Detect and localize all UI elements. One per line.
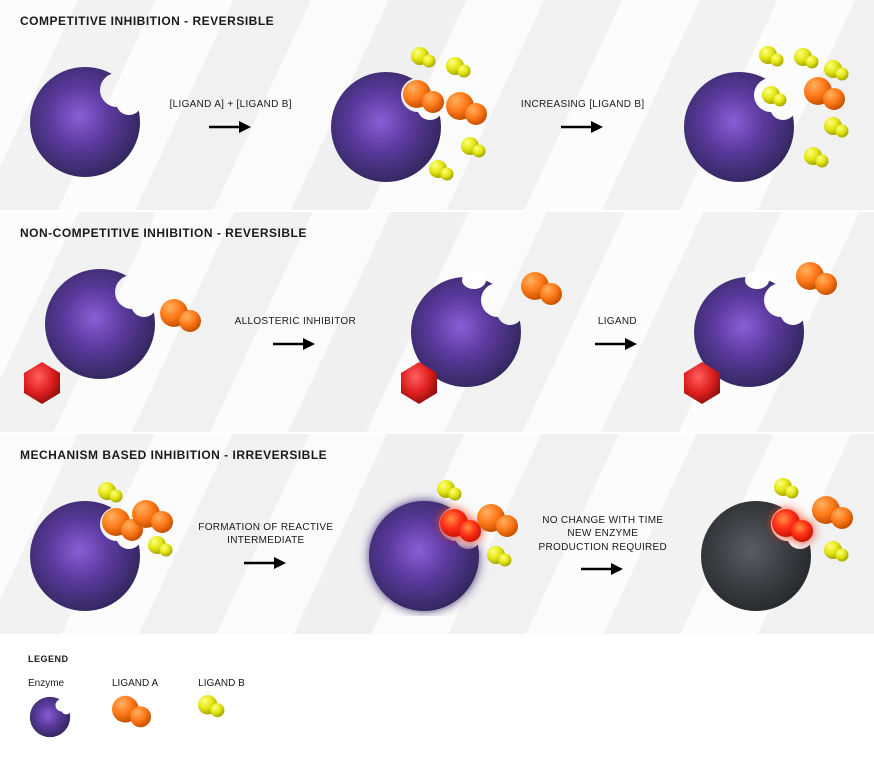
step-label: INCREASING [LIGAND B] bbox=[521, 98, 645, 112]
legend-item-enzyme: Enzyme bbox=[28, 678, 72, 739]
enzyme-ligandb-bound-icon bbox=[664, 42, 854, 192]
stage-3 bbox=[684, 476, 854, 616]
enzyme-allosteric-icon bbox=[20, 254, 210, 414]
step-label: NO CHANGE WITH TIMENEW ENZYME PRODUCTION… bbox=[532, 514, 674, 555]
enzyme-with-ligands-icon bbox=[311, 42, 501, 192]
legend-label: LIGAND B bbox=[198, 678, 245, 689]
enzyme-icon bbox=[20, 52, 150, 182]
panel-title: COMPETITIVE INHIBITION - REVERSIBLE bbox=[20, 14, 854, 28]
step-2: LIGAND bbox=[581, 315, 654, 353]
arrow-icon bbox=[244, 554, 288, 572]
step-1: FORMATION OF REACTIVE INTERMEDIATE bbox=[190, 521, 342, 572]
legend-label: LIGAND A bbox=[112, 678, 158, 689]
step-1: ALLOSTERIC INHIBITOR bbox=[220, 315, 371, 353]
enzyme-dead-icon bbox=[684, 476, 854, 616]
enzyme-icon bbox=[28, 695, 72, 739]
stage-3 bbox=[664, 254, 854, 414]
step-2: INCREASING [LIGAND B] bbox=[511, 98, 654, 136]
ligand-b-icon bbox=[198, 695, 226, 719]
ligand-a-icon bbox=[112, 695, 152, 729]
stage-2 bbox=[352, 476, 522, 616]
panel-row: FORMATION OF REACTIVE INTERMEDIATE NO CH… bbox=[20, 476, 854, 616]
step-1: [LIGAND A] + [LIGAND B] bbox=[160, 98, 301, 136]
step-2: NO CHANGE WITH TIMENEW ENZYME PRODUCTION… bbox=[532, 514, 674, 579]
arrow-icon bbox=[273, 335, 317, 353]
legend-title: LEGEND bbox=[28, 654, 846, 664]
step-label: ALLOSTERIC INHIBITOR bbox=[235, 315, 356, 329]
step-label: LIGAND bbox=[598, 315, 637, 329]
stage-2 bbox=[311, 42, 501, 192]
stage-1 bbox=[20, 52, 150, 182]
stage-1 bbox=[20, 476, 180, 616]
arrow-icon bbox=[595, 335, 639, 353]
legend-row: Enzyme LIGAND A LIGAND B bbox=[28, 678, 846, 739]
arrow-icon bbox=[561, 118, 605, 136]
panel-title: NON-COMPETITIVE INHIBITION - REVERSIBLE bbox=[20, 226, 854, 240]
enzyme-reactive-icon bbox=[352, 476, 522, 616]
panel-competitive: COMPETITIVE INHIBITION - REVERSIBLE [LIG… bbox=[0, 0, 874, 212]
arrow-icon bbox=[581, 560, 625, 578]
step-label: [LIGAND A] + [LIGAND B] bbox=[170, 98, 292, 112]
panel-noncompetitive: NON-COMPETITIVE INHIBITION - REVERSIBLE … bbox=[0, 212, 874, 434]
panel-row: [LIGAND A] + [LIGAND B] INCREASING [LIGA… bbox=[20, 42, 854, 192]
stage-1 bbox=[20, 254, 210, 414]
arrow-icon bbox=[209, 118, 253, 136]
panel-row: ALLOSTERIC INHIBITOR LIGAND bbox=[20, 254, 854, 414]
enzyme-ligand-blocked-icon bbox=[664, 254, 854, 414]
stage-2 bbox=[381, 254, 571, 414]
panel-title: MECHANISM BASED INHIBITION - IRREVERSIBL… bbox=[20, 448, 854, 462]
enzyme-mixed-icon bbox=[20, 476, 180, 616]
legend-item-ligand-b: LIGAND B bbox=[198, 678, 245, 719]
enzyme-conformed-icon bbox=[381, 254, 571, 414]
step-label: FORMATION OF REACTIVE INTERMEDIATE bbox=[190, 521, 342, 548]
panel-mechanism: MECHANISM BASED INHIBITION - IRREVERSIBL… bbox=[0, 434, 874, 636]
legend-item-ligand-a: LIGAND A bbox=[112, 678, 158, 729]
legend: LEGEND Enzyme LIGAND A LIGAND B bbox=[0, 636, 874, 757]
legend-label: Enzyme bbox=[28, 678, 64, 689]
stage-3 bbox=[664, 42, 854, 192]
